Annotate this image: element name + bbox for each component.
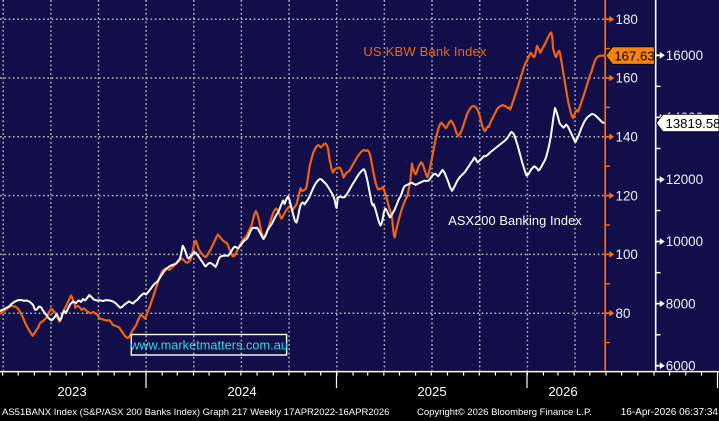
svg-text:2024: 2024 <box>227 384 256 399</box>
svg-text:167.63: 167.63 <box>614 48 654 63</box>
svg-text:ASX200 Banking Index: ASX200 Banking Index <box>448 213 582 228</box>
svg-text:140: 140 <box>616 130 638 145</box>
svg-text:Copyright© 2026 Bloomberg Fina: Copyright© 2026 Bloomberg Finance L.P. <box>417 407 592 418</box>
svg-text:12000: 12000 <box>666 172 703 187</box>
svg-text:2025: 2025 <box>417 384 446 399</box>
svg-text:120: 120 <box>616 188 638 203</box>
svg-text:6000: 6000 <box>666 358 696 373</box>
svg-text:2023: 2023 <box>57 384 86 399</box>
svg-text:16-Apr-2026 06:37:34: 16-Apr-2026 06:37:34 <box>621 407 719 418</box>
svg-text:13819.58: 13819.58 <box>666 116 719 131</box>
svg-text:10000: 10000 <box>666 234 703 249</box>
svg-text:80: 80 <box>616 306 631 321</box>
svg-text:AS51BANX Index (S&P/ASX 200 Ba: AS51BANX Index (S&P/ASX 200 Banks Index)… <box>2 407 389 418</box>
svg-text:160: 160 <box>616 71 638 86</box>
svg-text:8000: 8000 <box>666 296 696 311</box>
svg-text:180: 180 <box>616 12 638 27</box>
svg-text:2026: 2026 <box>548 384 577 399</box>
svg-text:US KBW Bank Index: US KBW Bank Index <box>363 44 487 59</box>
svg-text:100: 100 <box>616 247 638 262</box>
svg-text:www.marketmatters.com.au: www.marketmatters.com.au <box>129 337 288 352</box>
svg-text:16000: 16000 <box>666 48 703 63</box>
